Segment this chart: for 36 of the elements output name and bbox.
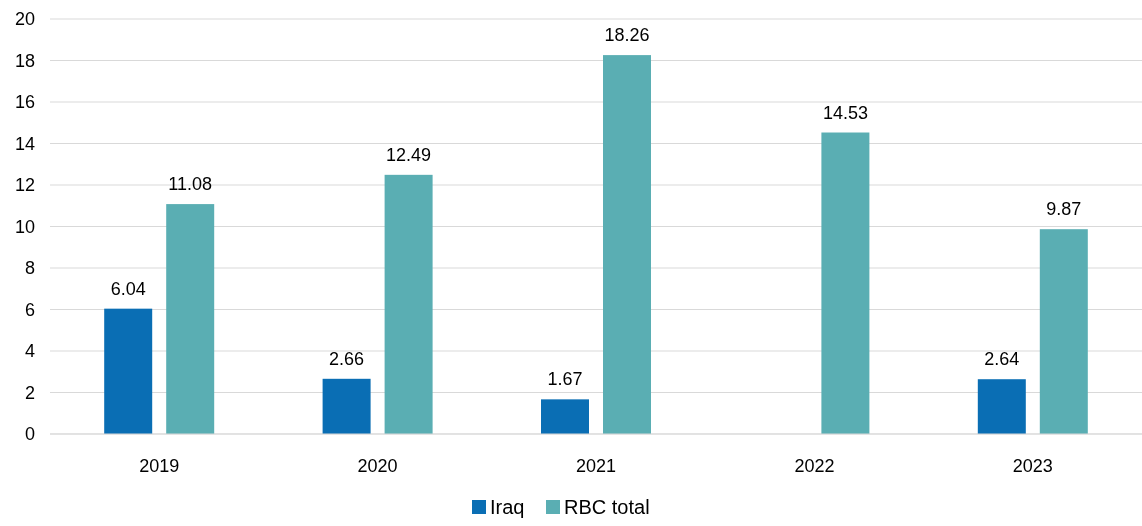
bar: [322, 378, 371, 434]
bar: [1039, 229, 1088, 434]
x-tick-label: 2020: [357, 456, 398, 476]
data-label: 12.49: [386, 144, 432, 165]
y-tick-label: 16: [14, 92, 35, 113]
data-label: 2.66: [329, 348, 365, 369]
x-tick-label: 2023: [1012, 456, 1053, 476]
bar: [603, 55, 651, 434]
y-tick-label: 6: [24, 299, 35, 320]
data-label: 1.67: [547, 369, 583, 390]
bar: [384, 174, 433, 434]
x-tick-label: 2019: [139, 456, 180, 476]
y-tick-label: 18: [14, 50, 35, 71]
y-tick-label: 12: [14, 175, 35, 196]
legend-label: Iraq: [490, 496, 525, 518]
data-label: 14.53: [822, 102, 868, 123]
y-tick-label: 8: [24, 258, 35, 279]
x-tick-label: 2022: [794, 456, 835, 476]
y-tick-label: 14: [14, 133, 35, 154]
bar: [104, 308, 153, 434]
bar: [541, 399, 589, 434]
x-tick-label: 2021: [575, 456, 617, 476]
data-label: 11.08: [168, 174, 213, 195]
data-label: 2.64: [984, 349, 1020, 370]
data-label: 9.87: [1046, 199, 1082, 220]
legend-label: RBC total: [564, 496, 650, 518]
bar: [821, 132, 870, 434]
y-tick-label: 20: [14, 9, 35, 30]
bar: [977, 379, 1026, 434]
y-tick-label: 2: [24, 382, 35, 403]
y-tick-label: 4: [24, 341, 35, 362]
data-label: 6.04: [110, 278, 146, 299]
data-label: 18.26: [604, 25, 650, 46]
y-tick-label: 10: [14, 216, 35, 237]
y-tick-label: 0: [24, 424, 35, 445]
bar: [166, 204, 215, 434]
